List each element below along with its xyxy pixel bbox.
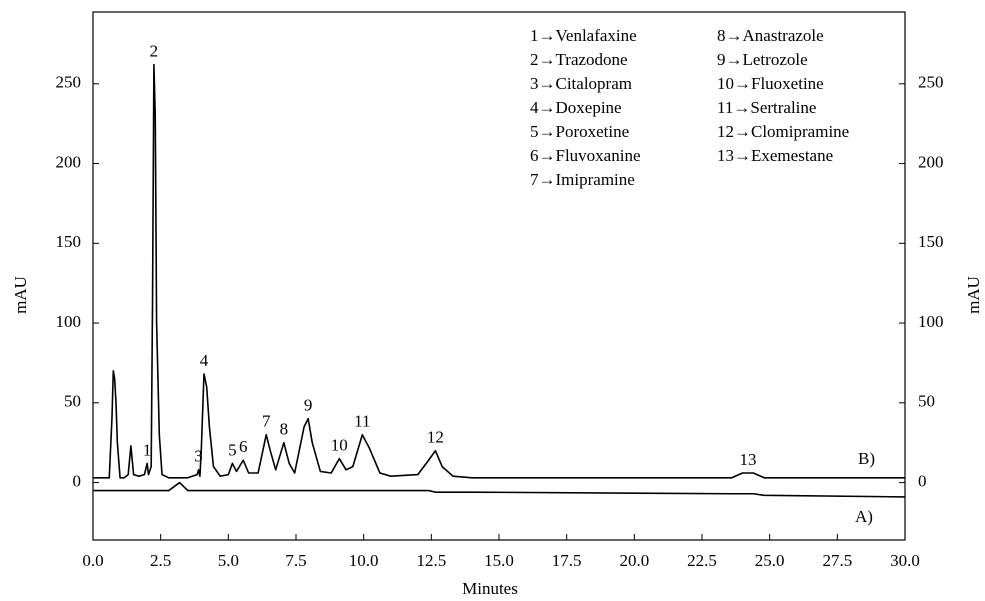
y2-tick-label: 50	[918, 392, 935, 411]
legend-entry: 13→Exemestane	[717, 146, 833, 165]
y-tick-label: 50	[64, 392, 81, 411]
x-tick-label: 10.0	[349, 551, 379, 570]
legend-entry: 7→Imipramine	[530, 170, 635, 189]
x-tick-label: 12.5	[416, 551, 446, 570]
peak-label: 5	[228, 440, 237, 459]
peak-label: 2	[150, 42, 159, 61]
y-tick-label: 100	[56, 312, 82, 331]
legend-entry: 3→Citalopram	[530, 74, 632, 93]
peak-label: 7	[262, 412, 271, 431]
x-tick-label: 15.0	[484, 551, 514, 570]
legend-entry: 4→Doxepine	[530, 98, 622, 117]
y2-axis-label: mAU	[964, 276, 983, 314]
x-tick-label: 0.0	[82, 551, 103, 570]
legend-entry: 5→Poroxetine	[530, 122, 629, 141]
y2-tick-label: 200	[918, 152, 944, 171]
x-tick-label: 17.5	[552, 551, 582, 570]
legend-entry: 9→Letrozole	[717, 50, 808, 69]
trace	[93, 63, 905, 479]
legend-entry: 1→Venlafaxine	[530, 26, 637, 45]
peak-label: 10	[331, 436, 348, 455]
legend-entry: 8→Anastrazole	[717, 26, 824, 45]
x-tick-label: 30.0	[890, 551, 920, 570]
legend-entry: 2→Trazodone	[530, 50, 628, 69]
y2-tick-label: 250	[918, 73, 944, 92]
x-tick-label: 25.0	[755, 551, 785, 570]
y2-tick-label: 0	[918, 471, 927, 490]
y-tick-label: 150	[56, 232, 82, 251]
y-tick-label: 200	[56, 152, 82, 171]
legend-entry: 11→Sertraline	[717, 98, 816, 117]
legend-entry: 12→Clomipramine	[717, 122, 849, 141]
peak-label: 6	[239, 437, 248, 456]
peak-label: 12	[427, 428, 444, 447]
x-tick-label: 5.0	[218, 551, 239, 570]
x-tick-label: 2.5	[150, 551, 171, 570]
peak-label: 4	[200, 351, 209, 370]
trace	[93, 481, 906, 498]
peak-label: 8	[280, 420, 289, 439]
x-tick-label: 7.5	[285, 551, 306, 570]
peak-label: 13	[740, 450, 757, 469]
curve-label: A)	[855, 507, 873, 526]
x-tick-label: 27.5	[822, 551, 852, 570]
peak-label: 1	[143, 440, 152, 459]
peak-label: 3	[194, 447, 203, 466]
peak-label: 9	[304, 396, 313, 415]
peak-label: 11	[354, 412, 370, 431]
x-tick-label: 22.5	[687, 551, 717, 570]
y2-tick-label: 100	[918, 312, 944, 331]
legend-entry: 6→Fluvoxanine	[530, 146, 641, 165]
y-axis-label: mAU	[11, 276, 30, 314]
y-tick-label: 250	[56, 73, 82, 92]
x-tick-label: 20.0	[619, 551, 649, 570]
curve-label: B)	[858, 449, 875, 468]
y-tick-label: 0	[73, 471, 82, 490]
legend-entry: 10→Fluoxetine	[717, 74, 824, 93]
x-axis-label: Minutes	[462, 579, 518, 598]
y2-tick-label: 150	[918, 232, 944, 251]
